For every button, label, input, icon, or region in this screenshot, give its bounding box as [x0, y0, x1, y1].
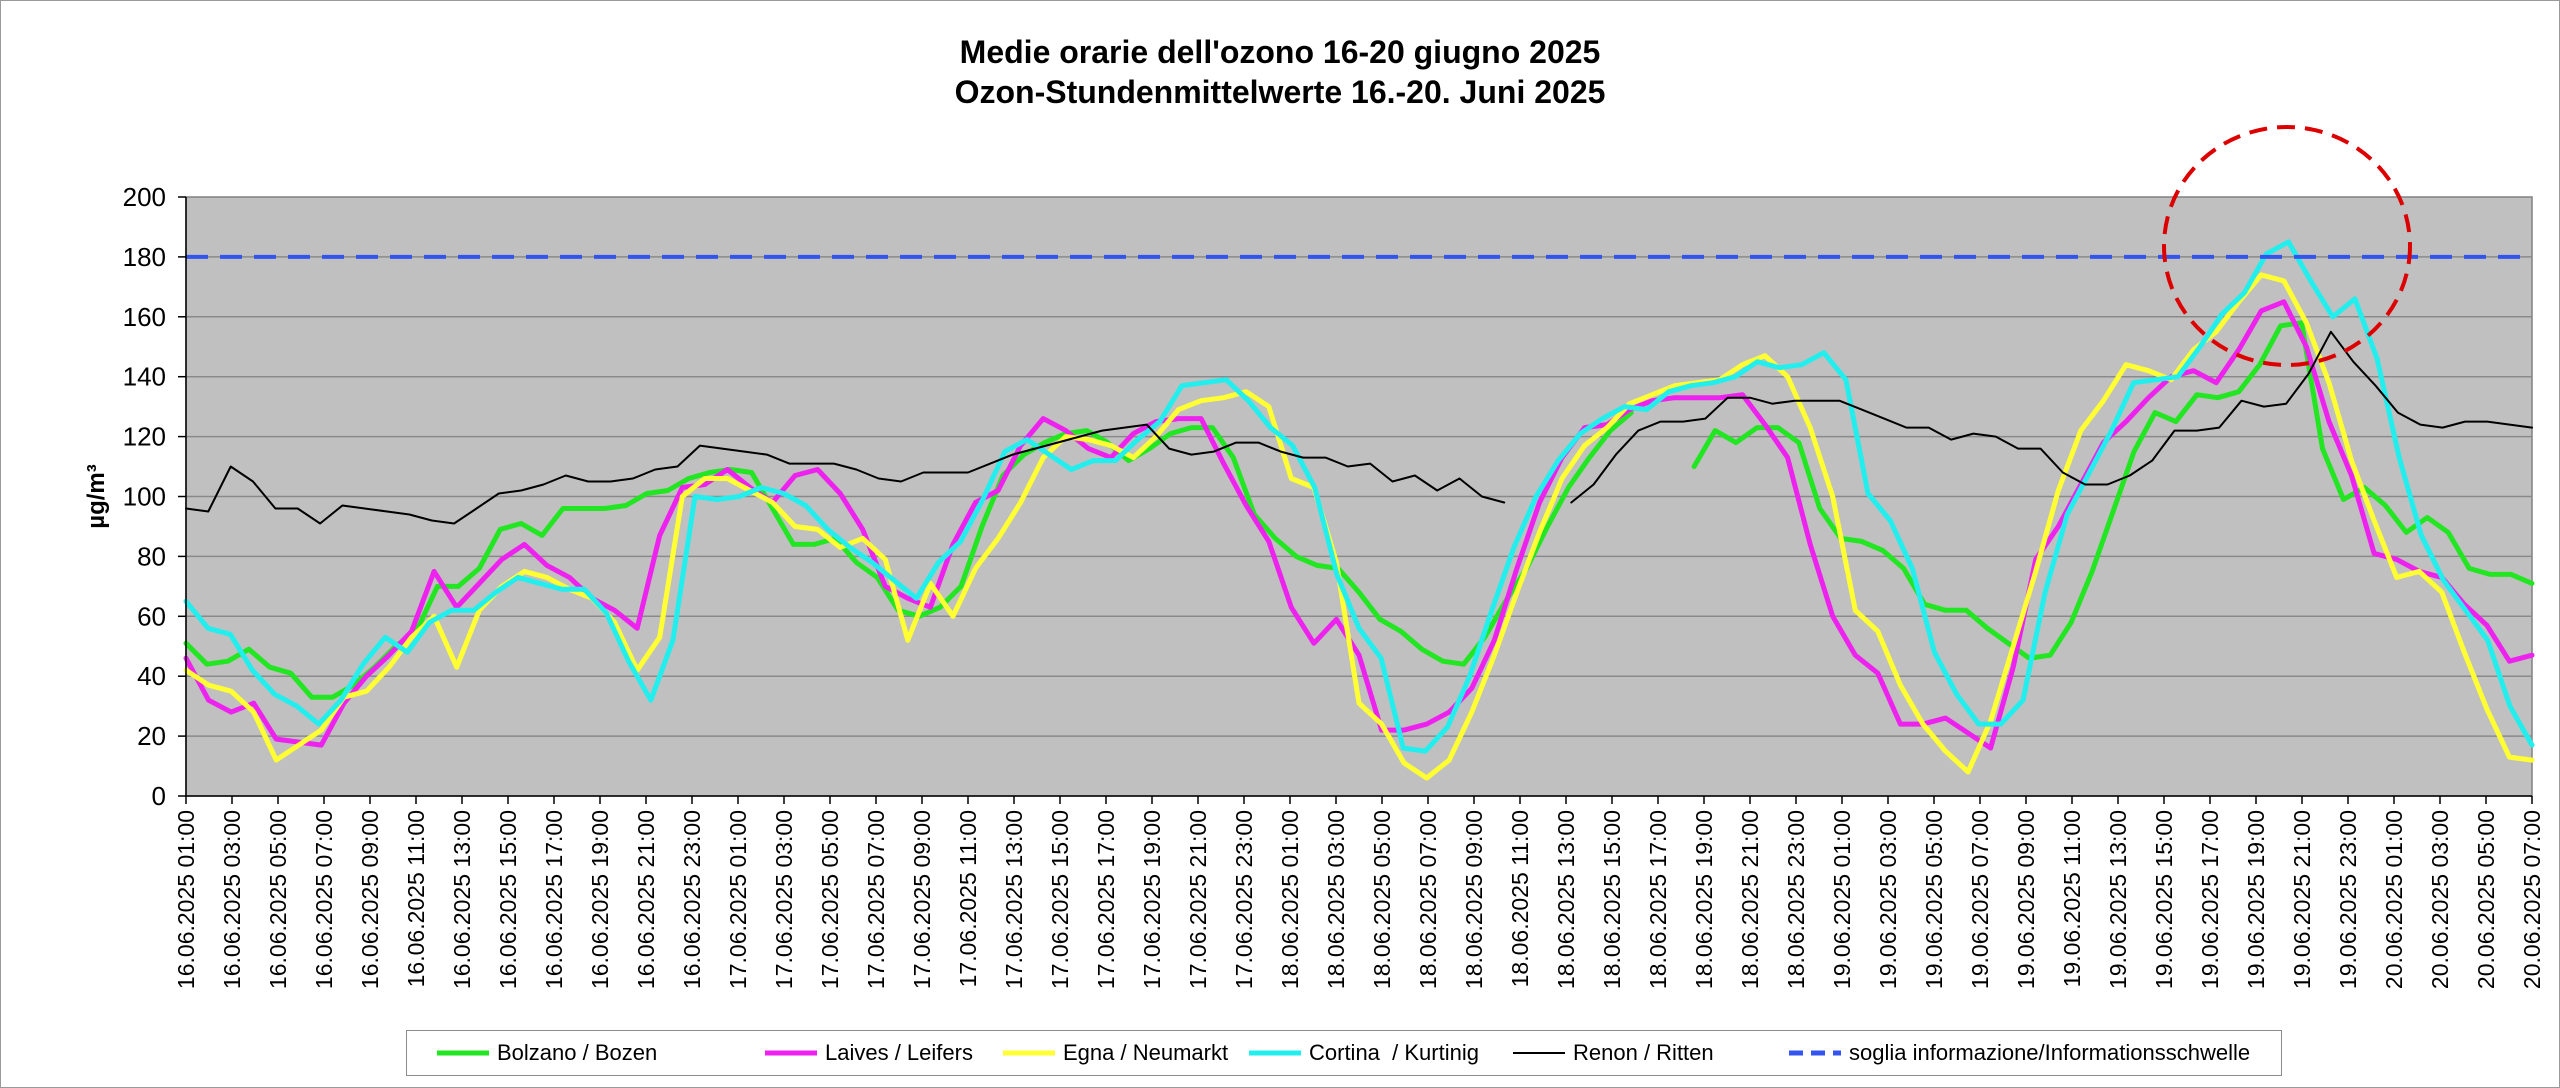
x-tick-label: 20.06.2025 07:00: [2519, 810, 2545, 989]
x-tick-label: 16.06.2025 23:00: [679, 810, 705, 989]
y-tick-label: 0: [152, 781, 166, 811]
x-tick-label: 16.06.2025 03:00: [219, 810, 245, 989]
y-axis-label: µg/m³: [83, 464, 110, 529]
legend-item: Cortina / Kurtinig: [1247, 1031, 1479, 1075]
legend-item: Egna / Neumarkt: [1001, 1031, 1228, 1075]
x-tick-label: 16.06.2025 05:00: [265, 810, 291, 989]
x-tick-label: 19.06.2025 03:00: [1875, 810, 1901, 989]
x-tick-label: 18.06.2025 13:00: [1553, 810, 1579, 989]
legend-item: soglia informazione/Informationsschwelle: [1787, 1031, 2250, 1075]
x-tick-label: 18.06.2025 21:00: [1737, 810, 1763, 989]
x-tick-label: 18.06.2025 01:00: [1277, 810, 1303, 989]
x-tick-label: 17.06.2025 23:00: [1231, 810, 1257, 989]
y-tick-label: 200: [123, 182, 166, 212]
x-tick-label: 16.06.2025 15:00: [495, 810, 521, 989]
legend-label: Laives / Leifers: [825, 1040, 973, 1065]
x-tick-label: 17.06.2025 09:00: [909, 810, 935, 989]
series-line-4: [185, 330, 2533, 525]
x-tick-label: 17.06.2025 15:00: [1047, 810, 1073, 989]
legend-label: Egna / Neumarkt: [1063, 1040, 1229, 1065]
legend-label: Renon / Ritten: [1573, 1040, 1714, 1065]
series-line-3: [183, 239, 2535, 754]
y-tick-label: 40: [137, 661, 166, 691]
x-tick-label: 19.06.2025 15:00: [2151, 810, 2177, 989]
y-tick-label: 100: [123, 482, 166, 512]
x-tick-label: 20.06.2025 01:00: [2381, 810, 2407, 989]
x-tick-label: 19.06.2025 01:00: [1829, 810, 1855, 989]
y-tick-label: 180: [123, 242, 166, 272]
x-tick-label: 18.06.2025 03:00: [1323, 810, 1349, 989]
x-tick-label: 18.06.2025 05:00: [1369, 810, 1395, 989]
legend-label: Bolzano / Bozen: [497, 1040, 658, 1065]
y-tick-label: 20: [137, 721, 166, 751]
x-tick-label: 18.06.2025 09:00: [1461, 810, 1487, 989]
x-tick-label: 17.06.2025 05:00: [817, 810, 843, 989]
x-tick-label: 19.06.2025 23:00: [2335, 810, 2361, 989]
x-tick-label: 17.06.2025 11:00: [955, 810, 981, 987]
x-tick-label: 17.06.2025 03:00: [771, 810, 797, 989]
x-tick-label: 16.06.2025 13:00: [449, 810, 475, 989]
x-tick-label: 16.06.2025 11:00: [403, 810, 429, 987]
x-tick-label: 16.06.2025 21:00: [633, 810, 659, 989]
chart-title-line-1: Medie orarie dell'ozono 16-20 giugno 202…: [959, 34, 1601, 70]
legend-item: Bolzano / Bozen: [435, 1031, 657, 1075]
x-tick-label: 18.06.2025 15:00: [1599, 810, 1625, 989]
legend-swatch: [765, 1050, 817, 1056]
legend-swatch: [1513, 1052, 1565, 1054]
x-tick-label: 19.06.2025 11:00: [2059, 810, 2085, 987]
x-tick-label: 17.06.2025 17:00: [1093, 810, 1119, 989]
series-line-2: [183, 272, 2535, 781]
x-tick-label: 16.06.2025 17:00: [541, 810, 567, 989]
x-tick-label: 19.06.2025 19:00: [2243, 810, 2269, 989]
legend-item: Laives / Leifers: [763, 1031, 973, 1075]
chart-legend: Bolzano / Bozen Laives / Leifers Egna / Ne…: [406, 1030, 2282, 1076]
x-tick-label: 20.06.2025 05:00: [2473, 810, 2499, 989]
x-tick-label: 17.06.2025 01:00: [725, 810, 751, 989]
legend-label: Cortina / Kurtinig: [1309, 1040, 1479, 1065]
legend-swatch: [1789, 1050, 1841, 1056]
x-tick-label: 19.06.2025 07:00: [1967, 810, 1993, 989]
x-tick-label: 20.06.2025 03:00: [2427, 810, 2453, 989]
x-tick-label: 19.06.2025 13:00: [2105, 810, 2131, 989]
x-tick-label: 17.06.2025 13:00: [1001, 810, 1027, 989]
y-tick-label: 120: [123, 422, 166, 452]
x-tick-label: 18.06.2025 11:00: [1507, 810, 1533, 987]
x-tick-label: 16.06.2025 19:00: [587, 810, 613, 989]
legend-swatch: [437, 1050, 489, 1056]
y-tick-label: 60: [137, 601, 166, 631]
x-tick-label: 18.06.2025 19:00: [1691, 810, 1717, 989]
x-tick-label: 19.06.2025 05:00: [1921, 810, 1947, 989]
chart-title-line-2: Ozon-Stundenmittelwerte 16.-20. Juni 202…: [954, 74, 1606, 110]
x-tick-label: 16.06.2025 01:00: [173, 810, 199, 989]
x-tick-label: 16.06.2025 07:00: [311, 810, 337, 989]
y-tick-label: 140: [123, 362, 166, 392]
x-tick-label: 18.06.2025 07:00: [1415, 810, 1441, 989]
series-line-0: [183, 320, 2535, 700]
x-tick-label: 19.06.2025 09:00: [2013, 810, 2039, 989]
peak-highlight-circle: [2162, 125, 2412, 367]
legend-label: soglia informazione/Informationsschwelle: [1849, 1040, 2251, 1065]
x-tick-label: 17.06.2025 07:00: [863, 810, 889, 989]
x-tick-label: 19.06.2025 17:00: [2197, 810, 2223, 989]
legend-swatch: [1003, 1050, 1055, 1056]
x-tick-label: 17.06.2025 21:00: [1185, 810, 1211, 989]
x-tick-label: 16.06.2025 09:00: [357, 810, 383, 989]
x-tick-label: 18.06.2025 23:00: [1783, 810, 1809, 989]
x-tick-label: 18.06.2025 17:00: [1645, 810, 1671, 989]
legend-item: Renon / Ritten: [1511, 1031, 1714, 1075]
x-tick-label: 17.06.2025 19:00: [1139, 810, 1165, 989]
legend-swatch: [1249, 1050, 1301, 1056]
y-tick-label: 160: [123, 302, 166, 332]
series-line-1: [183, 299, 2535, 751]
y-tick-label: 80: [137, 541, 166, 571]
x-tick-label: 19.06.2025 21:00: [2289, 810, 2315, 989]
